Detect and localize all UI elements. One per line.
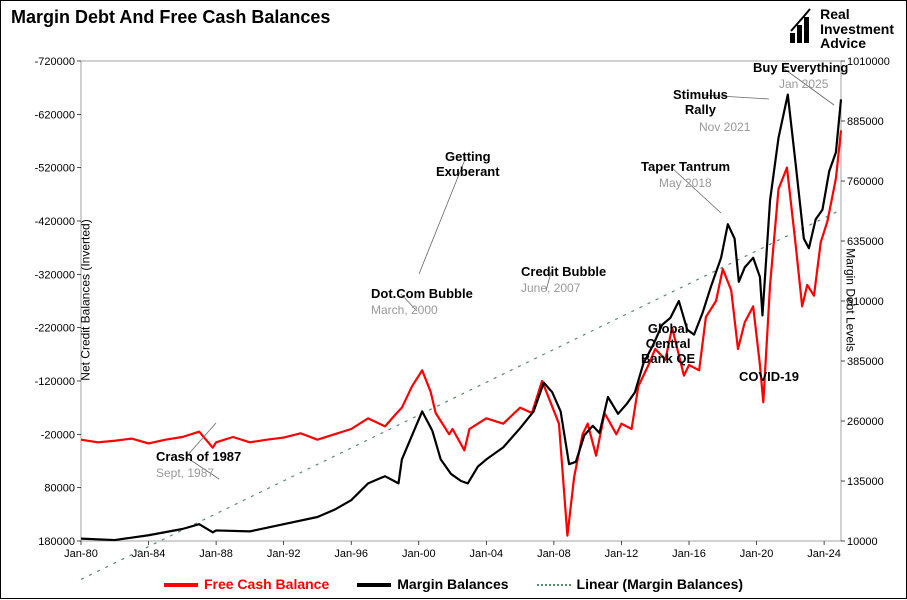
annotation-title: Crash of 1987 [156,449,241,464]
svg-text:Jan-80: Jan-80 [64,548,98,560]
annotation-date: May 2018 [659,176,712,190]
annotation-title: Taper Tantrum [641,159,730,174]
annotation-date: Jan 2025 [779,77,828,91]
annotation-date: Sept, 1987 [156,466,214,480]
svg-text:1010000: 1010000 [847,56,890,68]
svg-text:Jan-16: Jan-16 [672,548,706,560]
legend-item: Linear (Margin Balances) [537,576,744,592]
legend-swatch [537,584,571,586]
svg-text:-420000: -420000 [35,216,75,228]
annotation-date: June, 2007 [521,281,580,295]
svg-text:80000: 80000 [44,483,75,495]
svg-text:635000: 635000 [847,236,884,248]
svg-text:135000: 135000 [847,476,884,488]
svg-text:Jan-20: Jan-20 [740,548,774,560]
legend-swatch [164,583,198,587]
annotation-date: Nov 2021 [699,120,750,134]
svg-text:885000: 885000 [847,116,884,128]
svg-text:Jan-88: Jan-88 [199,548,233,560]
svg-text:10000: 10000 [847,536,878,548]
annotation-title: Credit Bubble [521,264,606,279]
legend-swatch [357,583,391,587]
svg-text:Jan-08: Jan-08 [537,548,571,560]
svg-text:Jan-92: Jan-92 [267,548,301,560]
chart-container: Margin Debt And Free Cash Balances Real … [0,0,907,599]
legend: Free Cash Balance Margin Balances Linear (… [1,576,906,592]
annotation-title: GlobalCentralBank QE [641,321,695,366]
annotation-title: COVID-19 [739,369,799,384]
svg-text:Jan-84: Jan-84 [132,548,166,560]
annotation-title: GettingExuberant [436,149,500,179]
svg-text:-720000: -720000 [35,56,75,68]
svg-text:260000: 260000 [847,416,884,428]
svg-text:Jan-00: Jan-00 [402,548,436,560]
annotation-title: StimulusRally [673,87,728,117]
svg-text:510000: 510000 [847,296,884,308]
svg-text:180000: 180000 [38,536,75,548]
svg-text:-520000: -520000 [35,163,75,175]
svg-text:Jan-24: Jan-24 [807,548,841,560]
svg-text:-120000: -120000 [35,376,75,388]
svg-text:760000: 760000 [847,176,884,188]
legend-item: Margin Balances [357,576,508,592]
svg-text:385000: 385000 [847,356,884,368]
svg-text:Jan-04: Jan-04 [470,548,504,560]
annotation-title: Dot.Com Bubble [371,286,473,301]
legend-label: Linear (Margin Balances) [577,576,744,592]
legend-label: Free Cash Balance [204,576,329,592]
svg-text:Jan-96: Jan-96 [334,548,368,560]
annotation-title: Buy Everything [753,60,848,75]
svg-text:-220000: -220000 [35,323,75,335]
legend-label: Margin Balances [397,576,508,592]
svg-text:-20000: -20000 [41,429,75,441]
legend-item: Free Cash Balance [164,576,329,592]
svg-text:Jan-12: Jan-12 [605,548,639,560]
svg-text:-320000: -320000 [35,269,75,281]
annotation-date: March, 2000 [371,303,438,317]
svg-text:-620000: -620000 [35,109,75,121]
